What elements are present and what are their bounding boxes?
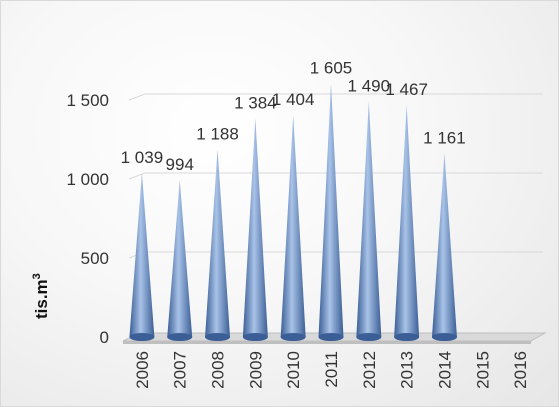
data-label: 1 467 [385,80,428,99]
cone-base [242,333,268,341]
cone-base [318,333,344,341]
cone-base [394,333,420,341]
x-tick-label: 2013 [398,351,417,389]
bar [167,179,193,341]
y-axis-title: tis.m3 [31,273,51,319]
x-tick-label: 2007 [171,351,190,389]
bar [129,172,155,341]
bar [205,149,231,341]
cone-body [394,105,420,341]
x-tick-label: 2015 [473,351,492,389]
x-axis-ticks: 2006 2007 2008 2009 2010 2011 2012 2013 2014 2015… [133,351,530,389]
cone-body [431,153,457,341]
y-tick-label: 1 500 [66,91,109,110]
cone-base [167,333,193,341]
bar [431,153,457,341]
gridline [128,93,543,101]
cone-body [205,149,231,341]
cone-body [356,101,382,341]
bar [280,115,306,341]
y-tick-label: 500 [81,249,109,268]
cone-body [242,118,268,341]
cone-base [205,333,231,341]
y-tick-label: 0 [100,328,109,347]
data-label: 1 039 [121,148,164,167]
data-label: 994 [166,155,194,174]
floor-edge [123,341,531,344]
bar [394,105,420,341]
bar [242,118,268,341]
bar [356,101,382,341]
x-tick-label: 2009 [246,351,265,389]
bars [129,83,457,342]
cone-base [129,333,155,341]
y-axis-ticks: 0 500 1 000 1 500 [66,91,109,347]
cone-body [318,83,344,342]
data-label: 1 404 [272,90,315,109]
bar [318,83,344,342]
cone-base [431,333,457,341]
cone-body [129,172,155,341]
data-label: 1 161 [423,129,466,148]
x-tick-label: 2016 [511,351,530,389]
data-label: 1 605 [310,58,353,77]
cone-base [280,333,306,341]
x-tick-label: 2011 [322,351,341,388]
y-tick-label: 1 000 [66,170,109,189]
data-label: 1 490 [348,77,391,96]
x-tick-label: 2006 [133,351,152,389]
data-label: 1 188 [196,124,239,143]
x-tick-label: 2014 [435,351,454,389]
data-label: 1 384 [234,93,277,112]
x-tick-label: 2008 [209,351,228,389]
cone-base [356,333,382,341]
x-tick-label: 2010 [284,351,303,389]
cone-body [167,179,193,341]
cone-body [280,115,306,341]
gridline [128,172,543,180]
x-tick-label: 2012 [360,351,379,389]
